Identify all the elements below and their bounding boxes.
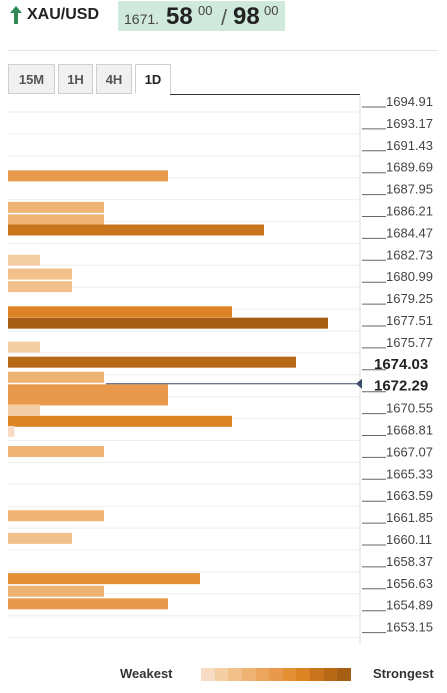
legend-gradient <box>201 668 352 681</box>
confluence-bar <box>8 254 40 266</box>
confluence-bar <box>8 356 296 368</box>
price-level-label: 1653.15 <box>386 620 433 635</box>
legend-swatch <box>241 668 256 681</box>
confluence-bar <box>8 371 104 383</box>
bid-price: 58 <box>166 3 193 30</box>
price-level-label: 1667.07 <box>386 444 433 459</box>
confluence-bar <box>8 425 15 437</box>
price-level-label: 1663.59 <box>386 488 433 503</box>
price-level-label: 1668.81 <box>386 423 433 438</box>
confluence-bar <box>8 585 104 597</box>
legend-swatch <box>296 668 311 681</box>
legend-swatch <box>282 668 297 681</box>
confluence-bar <box>8 532 72 544</box>
legend-weakest-label: Weakest <box>120 666 173 681</box>
ask-superscript: 00 <box>264 3 279 18</box>
tab-underline <box>170 94 360 95</box>
confluence-bar <box>8 281 72 293</box>
legend-swatch <box>310 668 324 681</box>
price-level-label: 1693.17 <box>386 116 433 131</box>
price-level-label: 1687.95 <box>386 182 433 197</box>
price-level-label: 1682.73 <box>386 247 433 262</box>
header-divider <box>8 50 438 51</box>
price-level-label: 1660.11 <box>386 532 432 547</box>
legend-strongest-label: Strongest <box>373 666 434 681</box>
current-price-marker-icon <box>356 378 362 389</box>
confluence-bar <box>8 268 72 280</box>
confluence-bar <box>8 384 168 396</box>
legend-swatch <box>201 668 215 681</box>
price-level-label: 1658.37 <box>386 554 433 569</box>
price-level-label: 1694.91 <box>386 94 433 109</box>
confluence-bar <box>8 446 104 458</box>
confluence-bar <box>8 598 168 610</box>
price-level-label: 1689.69 <box>386 160 433 175</box>
price-integer: 1671. <box>124 11 160 27</box>
confluence-bar <box>8 404 40 416</box>
confluence-bar <box>8 394 168 406</box>
legend-swatch <box>228 668 242 681</box>
price-level-label: 1691.43 <box>386 138 433 153</box>
confluence-bar <box>8 224 264 236</box>
price-level-label: 1661.85 <box>386 510 433 525</box>
price-level-label: 1665.33 <box>386 466 433 481</box>
confluence-bar <box>8 214 104 226</box>
symbol-label: XAU/USD <box>27 6 100 23</box>
confluence-bar <box>8 510 104 522</box>
price-separator: / <box>221 5 228 30</box>
price-level-label: 1680.99 <box>386 269 433 284</box>
confluence-bar <box>8 341 40 353</box>
price-level-label: 1656.63 <box>386 576 433 591</box>
ask-price: 98 <box>233 3 260 30</box>
price-level-label: 1654.89 <box>386 598 433 613</box>
legend-swatch <box>337 668 352 681</box>
confluence-bar <box>8 170 168 182</box>
confluence-bar <box>8 317 328 329</box>
tab-1d[interactable]: 1D <box>135 64 171 94</box>
price-level-label: 1684.47 <box>386 225 433 240</box>
confluence-bar <box>8 201 104 213</box>
tab-4h[interactable]: 4H <box>96 64 132 94</box>
up-arrow-icon <box>10 6 22 24</box>
confluence-bar <box>8 573 200 585</box>
legend-swatch <box>214 668 229 681</box>
tab-1h[interactable]: 1H <box>58 64 93 94</box>
confluence-bar <box>8 415 232 427</box>
bid-superscript: 00 <box>198 3 213 18</box>
price-level-label: 1679.25 <box>386 291 433 306</box>
legend-swatch <box>323 668 338 681</box>
legend-swatch <box>269 668 283 681</box>
price-level-label: 1672.29 <box>374 378 428 395</box>
price-level-label: 1670.55 <box>386 401 433 416</box>
strength-legend: Weakest Strongest <box>0 660 447 690</box>
price-level-label: 1677.51 <box>386 313 433 328</box>
price-level-label: 1686.21 <box>386 204 433 219</box>
price-level-label: 1675.77 <box>386 335 433 350</box>
legend-swatch <box>255 668 270 681</box>
price-level-label: 1674.03 <box>374 356 428 373</box>
header: XAU/USD 1671. 58 00 / 98 00 <box>0 0 447 34</box>
confluence-bar <box>8 306 232 318</box>
tab-15m[interactable]: 15M <box>8 64 55 94</box>
price-quote: 1671. 58 00 / 98 00 <box>118 1 285 31</box>
